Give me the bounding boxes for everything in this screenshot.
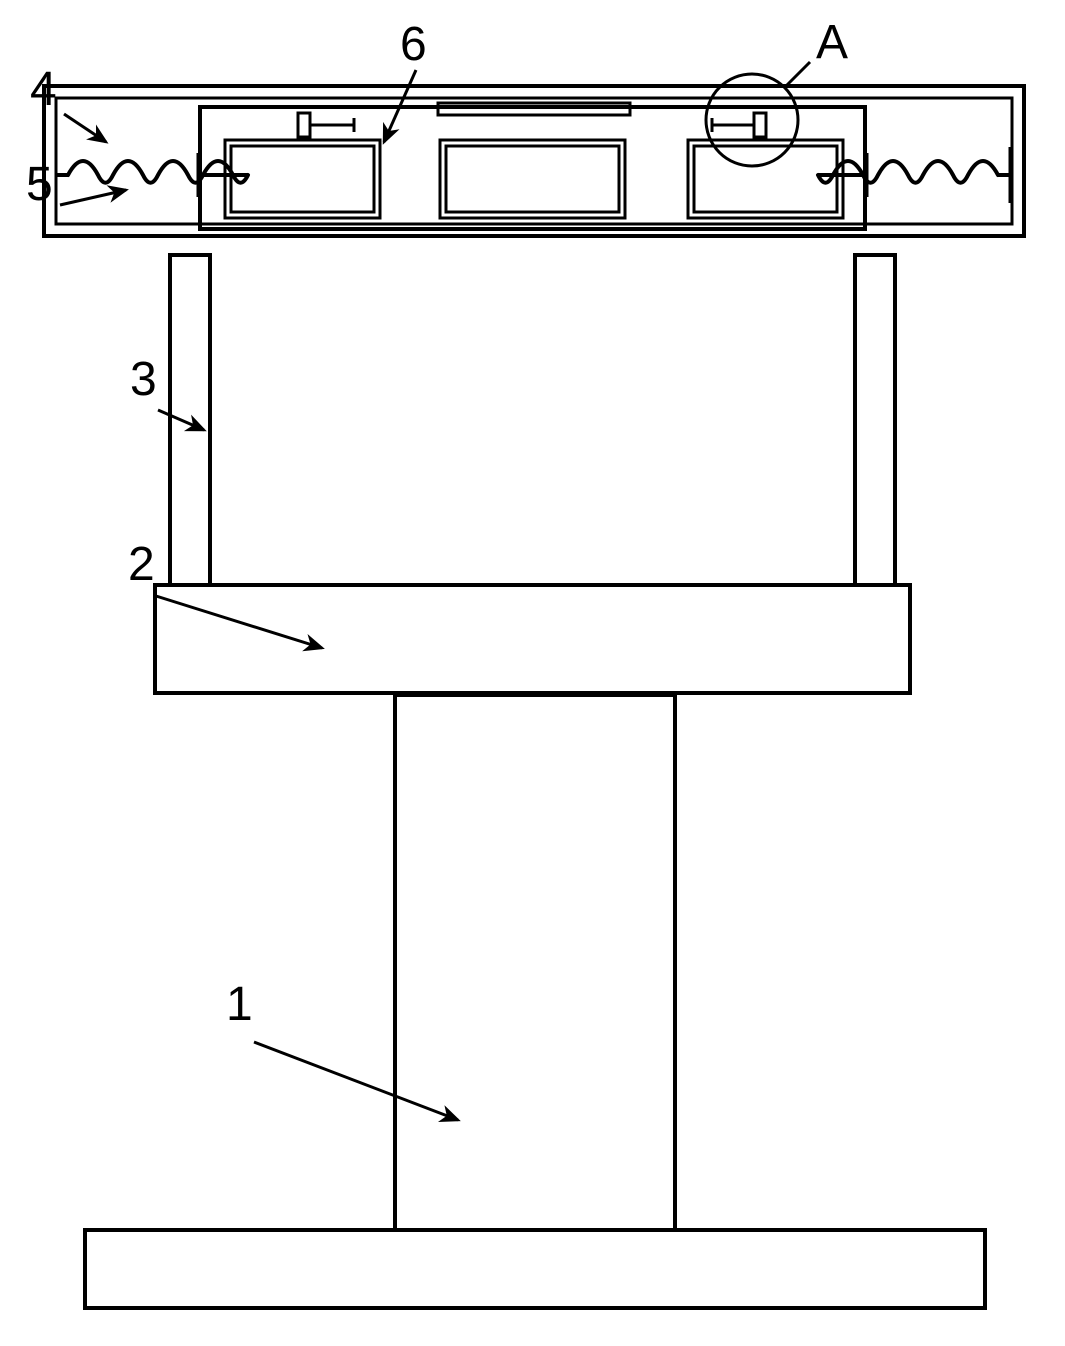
diagram-svg: 1 2 3 4 5 6 A	[0, 0, 1065, 1346]
inner-box-center-outer	[440, 140, 625, 218]
inner-box-center-inner	[446, 146, 619, 212]
spring-right-coils	[818, 161, 998, 183]
crossbeam	[155, 585, 910, 693]
leader-3	[158, 410, 204, 430]
label-A: A	[816, 16, 848, 69]
upright-left	[170, 255, 210, 585]
base-pedestal	[85, 1230, 985, 1308]
spring-left-coils	[68, 161, 248, 183]
column	[395, 695, 675, 1230]
inner-box-right-inner	[694, 146, 837, 212]
label-3: 3	[130, 353, 157, 406]
inner-box-left-inner	[231, 146, 374, 212]
label-1: 1	[226, 978, 253, 1031]
pin-left-bracket	[298, 113, 310, 137]
leader-2	[156, 596, 322, 648]
label-4: 4	[30, 63, 57, 116]
inner-box-left-outer	[225, 140, 380, 218]
upright-right	[855, 255, 895, 585]
leader-5	[60, 190, 126, 205]
label-2: 2	[128, 538, 155, 591]
leader-4	[64, 114, 106, 142]
leader-1	[254, 1042, 458, 1120]
label-6: 6	[400, 18, 427, 71]
pin-right-bracket	[754, 113, 766, 137]
label-5: 5	[26, 158, 53, 211]
